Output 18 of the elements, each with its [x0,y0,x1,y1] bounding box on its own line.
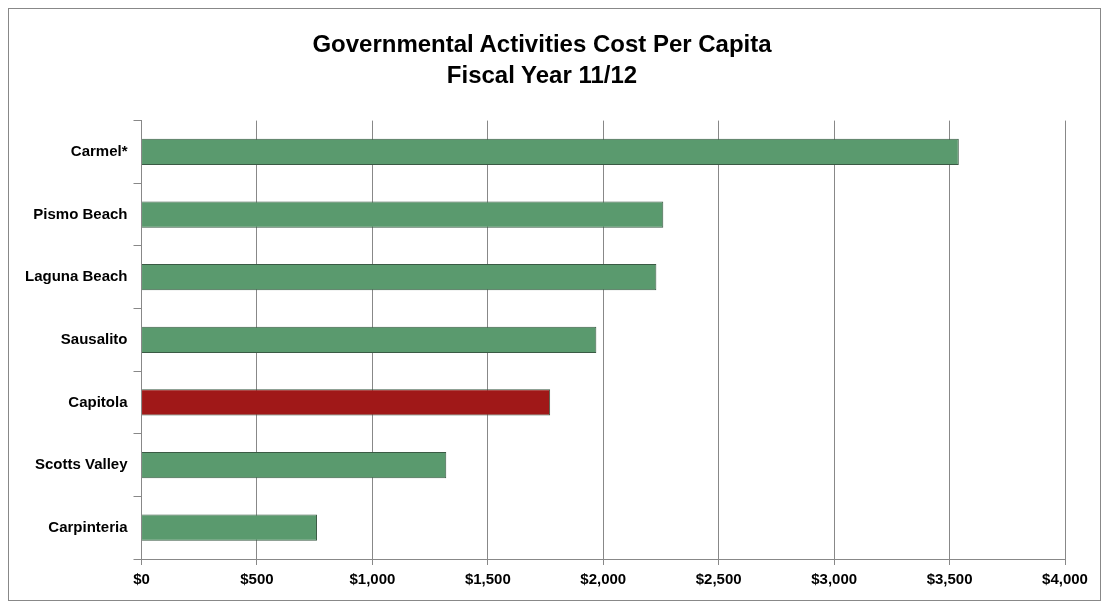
x-tick-label: $2,000 [580,570,627,588]
x-tick-label: $1,500 [464,570,511,588]
x-tick-label: $3,000 [811,570,858,588]
y-tick-label: Sausalito [60,329,128,347]
x-tick-label: $500 [240,570,274,588]
x-tick-label: $1,000 [349,570,396,588]
y-tick-label: Carmel* [70,142,128,160]
x-tick-label: $4,000 [1042,570,1088,588]
chart-title: Governmental Activities Cost Per Capita [312,30,773,58]
x-tick-label: $0 [133,570,150,588]
y-tick-label: Laguna Beach [24,267,128,285]
chart-subtitle: Fiscal Year 11/12 [446,60,638,88]
y-tick-label: Carpinteria [48,517,129,535]
x-tick-label: $2,500 [695,570,742,588]
y-tick-label: Pismo Beach [33,204,128,222]
x-tick-label: $3,500 [926,570,973,588]
y-tick-label: Capitola [68,392,129,410]
y-tick-label: Scotts Valley [34,455,129,473]
